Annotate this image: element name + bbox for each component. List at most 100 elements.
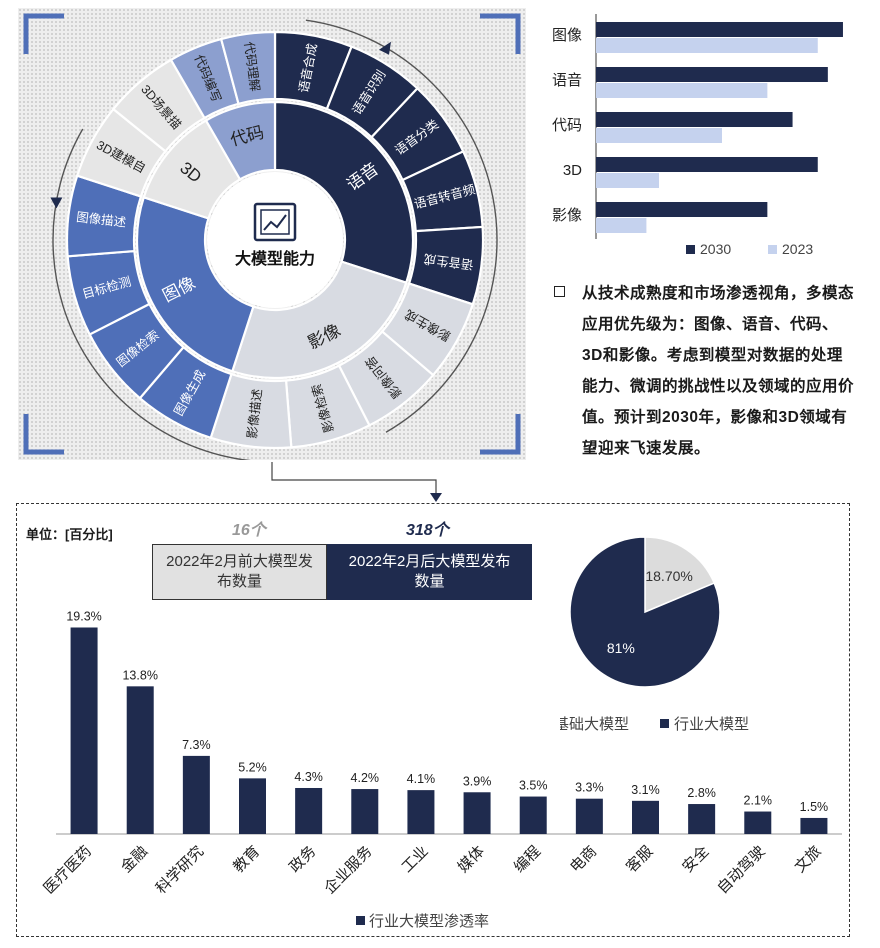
vbar-bar <box>239 778 266 834</box>
hbar-category-label: 影像 <box>552 207 582 224</box>
arrow-head-icon <box>50 197 63 209</box>
count-after: 318个 <box>406 522 449 539</box>
vbar-category-label: 客服 <box>623 843 656 876</box>
sunburst-inner-影像 <box>230 260 408 380</box>
arrow-head-icon <box>379 41 391 55</box>
pie-slice-行业大模型 <box>569 536 721 688</box>
count-before: 16个 <box>232 522 266 539</box>
industry-panel <box>16 503 850 937</box>
vbar-category-label: 工业 <box>399 843 432 876</box>
vbar-category-label: 媒体 <box>455 843 488 876</box>
center-label: 大模型能力 <box>235 249 315 268</box>
vbar-bar <box>351 789 379 834</box>
vbar-category-label: 安全 <box>679 842 713 876</box>
corner-bracket-icon <box>480 13 521 54</box>
sunburst-inner-语音 <box>273 100 415 285</box>
after-count-box: 2022年2月后大模型发布数量 <box>327 544 532 600</box>
hbar-bar-2023 <box>596 218 647 233</box>
hbar-bar-2030 <box>596 112 793 127</box>
sunburst-child-label: 影像描述 <box>245 388 265 440</box>
vbar-legend-label: 行业大模型渗透率 <box>369 913 489 930</box>
hbar-bar-2023 <box>596 83 768 98</box>
sunburst-panel: 语音 语音合成 语音识别 语音分类 语音转音频 语音生成 影像 影像生成 影像问答 影像检索 影像描… <box>18 8 526 460</box>
hbar-legend-label: 2023 <box>782 241 813 257</box>
legend-swatch <box>660 719 669 728</box>
hbar-category-label: 语音 <box>552 72 582 89</box>
pie-slice-基础大模型 <box>644 536 716 614</box>
vbar-data-label: 3.3% <box>575 781 604 795</box>
vbar-data-label: 2.8% <box>687 786 716 800</box>
sunburst-inner-图像 <box>135 195 255 373</box>
vbar-data-label: 3.1% <box>631 783 660 797</box>
vbar-data-label: 1.5% <box>800 800 829 814</box>
chart-icon <box>253 202 297 242</box>
hbar-bar-2030 <box>596 67 828 82</box>
vbar-data-label: 13.8% <box>122 668 157 682</box>
vbar-category-label: 文旅 <box>792 843 825 876</box>
vbar-category-label: 金融 <box>118 843 151 876</box>
hbar-bar-2023 <box>596 38 818 53</box>
vbar-category-label: 编程 <box>511 843 544 876</box>
vbar-data-label: 4.3% <box>294 770 323 784</box>
vbar-bar <box>575 798 603 834</box>
corner-bracket-icon <box>23 13 64 54</box>
legend-swatch <box>686 245 695 254</box>
vbar-bar <box>463 792 491 834</box>
hbar-legend-label: 2030 <box>700 241 731 257</box>
sunburst-child-label: 图像描述 <box>75 210 127 230</box>
sunburst-inner-代码 <box>204 100 277 181</box>
sunburst-child-label: 语音生成 <box>423 251 475 272</box>
vertical-bar-chart: 19.3% 医疗医药 13.8% 金融 7.3% 科学研究 5.2% 教育 4.3% 政务 4.2%… <box>40 609 842 930</box>
pie-data-label: 81% <box>607 640 635 656</box>
vbar-category-label: 医疗医药 <box>40 843 94 897</box>
hbar-category-label: 3D <box>563 162 582 179</box>
vbar-bar <box>407 790 435 834</box>
vbar-category-label: 自动驾驶 <box>714 843 768 897</box>
hbar-bar-2030 <box>596 202 768 217</box>
vbar-category-label: 教育 <box>230 843 263 876</box>
pie-legend-label: 基础大模型 <box>560 716 629 732</box>
vbar-category-label: 科学研究 <box>153 843 207 897</box>
sunburst-child-label: 代码理解 <box>241 41 261 92</box>
arrow-down-icon <box>430 493 442 502</box>
hbar-category-label: 图像 <box>552 27 582 44</box>
description-text: 从技术成熟度和市场渗透视角，多模态应用优先级为：图像、语音、代码、3D和影像。考… <box>582 285 855 457</box>
vbar-bar <box>688 804 716 834</box>
corner-bracket-icon <box>480 414 521 455</box>
vbar-bar <box>744 811 772 834</box>
vbar-data-label: 3.9% <box>463 774 492 788</box>
unit-label: 单位：[百分比] <box>26 527 113 542</box>
vbar-data-label: 19.3% <box>66 609 101 623</box>
legend-swatch <box>356 916 365 925</box>
vbar-bar <box>182 755 210 834</box>
vbar-data-label: 7.3% <box>182 738 211 752</box>
vbar-data-label: 4.2% <box>351 771 380 785</box>
hbar-bar-2030 <box>596 22 843 37</box>
vbar-data-label: 2.1% <box>744 794 773 808</box>
vbar-category-label: 政务 <box>286 843 319 876</box>
vbar-category-label: 电商 <box>567 843 600 876</box>
pie-chart: 18.70% 81% 基础大模型 行业大模型 <box>560 536 749 732</box>
vbar-data-label: 5.2% <box>238 760 267 774</box>
vbar-data-label: 3.5% <box>519 779 548 793</box>
pie-data-label: 18.70% <box>645 568 692 584</box>
vbar-bar <box>519 796 547 834</box>
hbar-bar-2023 <box>596 173 659 188</box>
guide-arc-left <box>52 128 252 460</box>
before-count-box: 2022年2月前大模型发布数量 <box>152 544 327 600</box>
sunburst-outer-代码理解 <box>219 30 277 106</box>
vbar-category-label: 企业服务 <box>320 842 375 897</box>
vbar-bar <box>295 787 323 834</box>
vbar-bar <box>70 627 98 834</box>
hbar-bar-2023 <box>596 128 722 143</box>
corner-bracket-icon <box>23 414 64 455</box>
checkbox-bullet-icon <box>554 286 565 297</box>
vbar-data-label: 4.1% <box>407 772 436 786</box>
pie-legend-label: 行业大模型 <box>674 716 749 732</box>
description-block: 从技术成熟度和市场渗透视角，多模态应用优先级为：图像、语音、代码、3D和影像。考… <box>554 278 856 464</box>
vbar-bar <box>126 686 154 834</box>
hbar-category-label: 代码 <box>552 117 582 134</box>
vbar-bar <box>632 800 659 834</box>
